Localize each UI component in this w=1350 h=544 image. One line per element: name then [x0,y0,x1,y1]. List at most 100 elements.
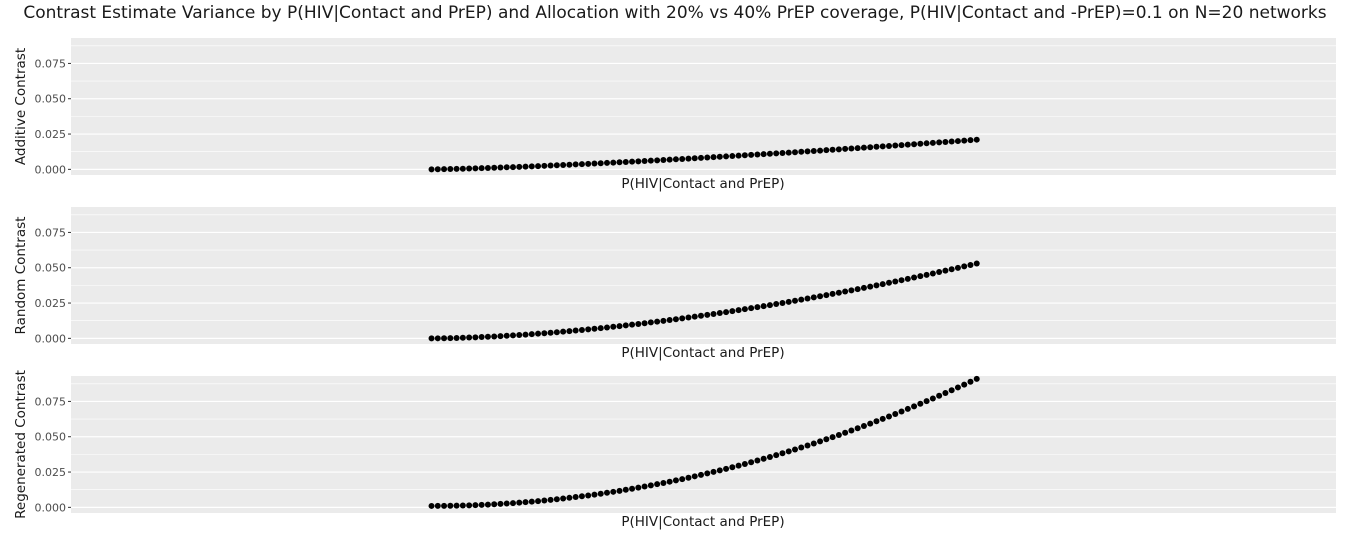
data-point [447,335,454,342]
data-point [704,470,711,477]
data-point [967,378,974,385]
data-point [641,320,648,327]
data-point [723,309,730,316]
data-point [936,392,943,399]
data-point [572,327,579,334]
data-point [610,488,617,495]
data-point [516,163,523,170]
data-point [904,141,911,148]
y-tick-label: 0.000 [35,501,67,514]
data-point [760,151,767,158]
data-point [679,476,686,483]
data-point [860,144,867,151]
data-point [647,482,654,489]
data-point [622,322,629,329]
data-point [560,161,567,168]
data-point [547,162,554,169]
data-point [973,136,980,143]
data-point [472,165,479,172]
y-axis-title: Random Contrast [13,217,29,335]
data-point [760,303,767,310]
data-point [535,498,542,505]
data-point [578,493,585,500]
data-point [773,301,780,308]
data-point [654,481,661,488]
data-point [447,502,454,509]
data-point [804,148,811,155]
data-point [629,158,636,165]
panel-background [71,207,1336,344]
data-point [478,501,485,508]
data-point [835,289,842,296]
data-point [591,491,598,498]
data-point [484,164,491,171]
data-point [942,138,949,145]
data-point [729,308,736,315]
y-axis-title: Regenerated Contrast [13,370,29,519]
y-tick-label: 0.075 [35,395,67,408]
data-point [785,298,792,305]
data-point [585,326,592,333]
data-point [603,489,610,496]
data-point [572,494,579,501]
data-point [697,471,704,478]
data-point [911,141,918,148]
data-point [948,138,955,145]
data-point [685,155,692,162]
data-point [785,149,792,156]
facet-panel-2: 0.000 0.025 0.050 0.075 Random Contrast P(HIV… [13,207,1336,361]
data-point [741,460,748,467]
data-point [459,165,466,172]
data-point [954,264,961,271]
data-point [616,487,623,494]
data-point [829,290,836,297]
data-point [497,164,504,171]
data-point [967,261,974,268]
data-point [541,330,548,337]
data-point [691,473,698,480]
chart-title: Contrast Estimate Variance by P(HIV|Cont… [23,3,1327,23]
data-point [704,154,711,161]
data-point [848,145,855,152]
data-point [528,331,535,338]
data-point [541,162,548,169]
data-point [710,468,717,475]
data-point [779,450,786,457]
data-point [635,484,642,491]
data-series [428,136,980,173]
data-point [810,294,817,301]
data-point [522,163,529,170]
data-point [528,498,535,505]
y-axis-title: Additive Contrast [13,48,29,165]
data-point [509,500,516,507]
data-point [503,164,510,171]
data-point [522,331,529,338]
data-point [923,140,930,147]
data-point [685,474,692,481]
data-point [923,398,930,405]
data-point [434,502,441,509]
data-point [629,321,636,328]
data-point [447,166,454,173]
data-point [710,310,717,317]
data-point [760,455,767,462]
y-tick-label: 0.025 [35,128,67,141]
data-point [441,502,448,509]
data-point [553,496,560,503]
data-point [923,271,930,278]
data-point [641,483,648,490]
data-point [491,501,498,508]
data-point [459,502,466,509]
data-point [848,427,855,434]
data-point [453,502,460,509]
y-tick-label: 0.050 [35,93,67,106]
data-point [660,156,667,163]
data-point [804,442,811,449]
data-point [748,459,755,466]
data-point [666,478,673,485]
data-point [835,431,842,438]
data-point [466,334,473,341]
data-point [867,283,874,290]
data-point [779,299,786,306]
